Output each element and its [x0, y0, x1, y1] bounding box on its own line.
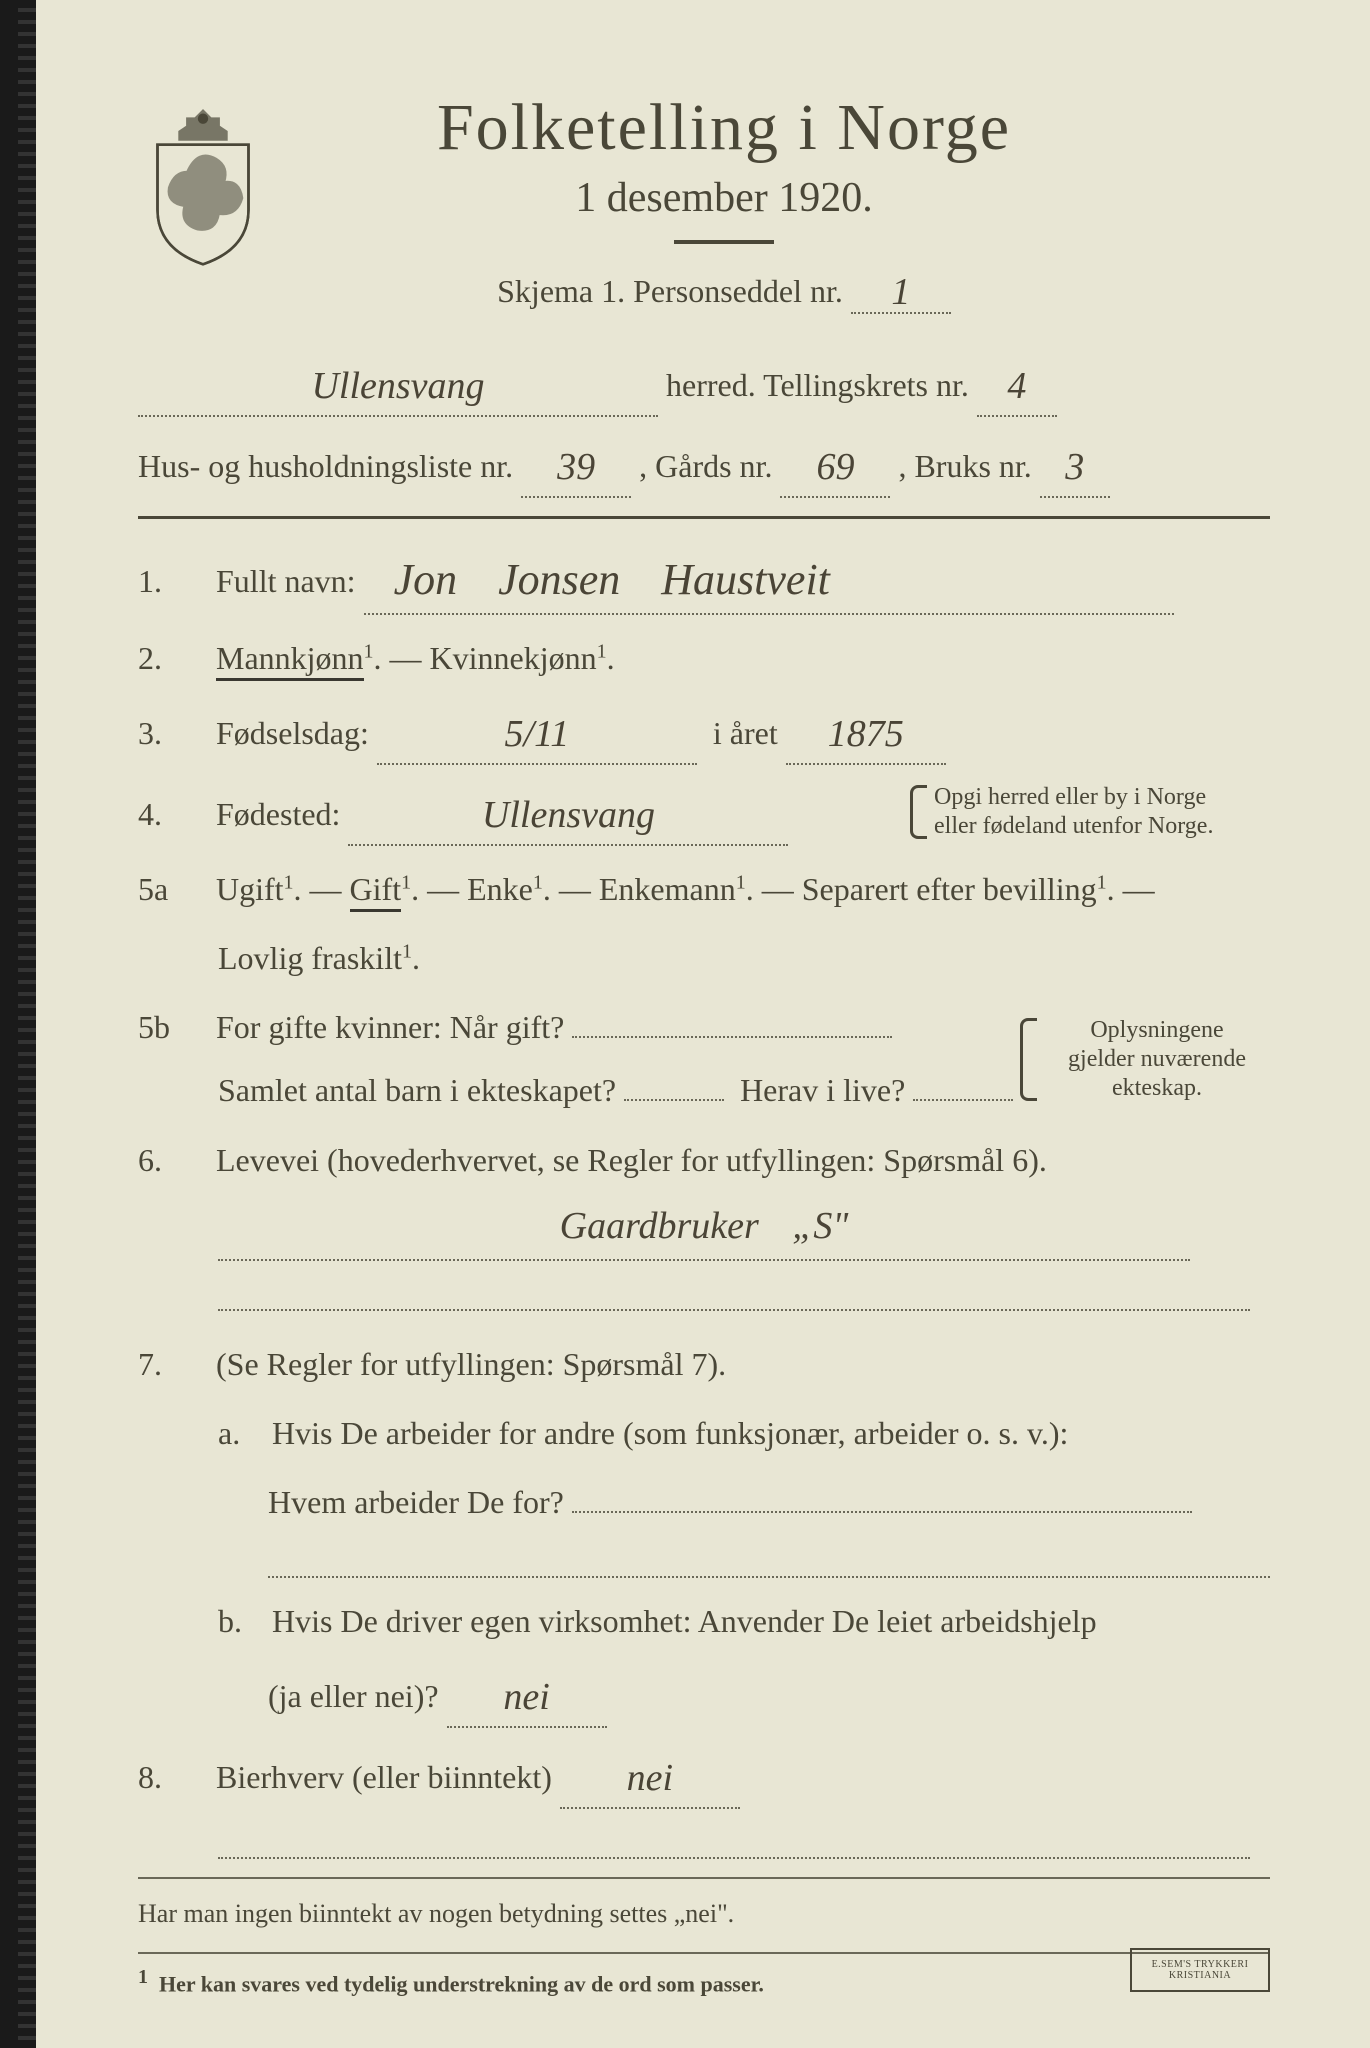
title-divider: [674, 240, 774, 244]
q7-label: (Se Regler for utfyllingen: Spørsmål 7).: [216, 1346, 726, 1382]
q1: 1. Fullt navn: Jon Jonsen Haustveit: [138, 543, 1270, 615]
q5a-gift: Gift: [350, 871, 402, 912]
schema-label: Skjema 1. Personseddel nr.: [497, 273, 843, 309]
q2: 2. Mannkjønn1. — Kvinnekjønn1.: [138, 633, 1270, 684]
q7-num: 7.: [138, 1339, 208, 1390]
q7b-l1: Hvis De driver egen virksomhet: Anvender…: [272, 1603, 1097, 1639]
q2-opt2: Kvinnekjønn: [430, 640, 597, 676]
q3-label: Fødselsdag:: [216, 715, 369, 751]
census-form-page: Folketelling i Norge 1 desember 1920. Sk…: [0, 0, 1370, 2048]
herred-value: Ullensvang: [311, 365, 484, 407]
hus-nr: 39: [557, 446, 595, 488]
bruks-nr: 3: [1065, 446, 1084, 488]
bruks-label: , Bruks nr.: [898, 448, 1031, 484]
q5b-num: 5b: [138, 1002, 208, 1053]
divider-thin: [138, 1877, 1270, 1879]
meta-line-2: Hus- og husholdningsliste nr. 39 , Gårds…: [138, 435, 1270, 498]
q4-note: Opgi herred eller by i Norge eller fødel…: [910, 783, 1270, 841]
main-title: Folketelling i Norge: [298, 90, 1150, 166]
q5a-separert: Separert efter bevilling: [802, 871, 1097, 907]
title-block: Folketelling i Norge 1 desember 1920. Sk…: [298, 90, 1270, 314]
q3-day: 5/11: [505, 713, 570, 755]
q3-mid: i året: [713, 715, 778, 751]
q5a-num: 5a: [138, 864, 208, 915]
q2-num: 2.: [138, 633, 208, 684]
printer-stamp: E.SEM'S TRYKKERI KRISTIANIA: [1130, 1948, 1270, 1992]
header: Folketelling i Norge 1 desember 1920. Sk…: [138, 90, 1270, 314]
q6-num: 6.: [138, 1135, 208, 1186]
q5a: 5a Ugift1. — Gift1. — Enke1. — Enkemann1…: [138, 864, 1270, 915]
hus-label: Hus- og husholdningsliste nr.: [138, 448, 513, 484]
tellingskrets-nr: 4: [1007, 365, 1026, 407]
q5b-l2a: Samlet antal barn i ekteskapet?: [218, 1072, 616, 1108]
footnote-2: 1 Her kan svares ved tydelig understrekn…: [138, 1966, 1270, 1997]
q8-label: Bierhverv (eller biinntekt): [216, 1759, 552, 1795]
coat-of-arms-icon: [138, 100, 268, 270]
footnote-1: Har man ingen biinntekt av nogen betydni…: [138, 1893, 1270, 1935]
q5a-tail: Lovlig fraskilt1.: [138, 933, 1270, 984]
q4-num: 4.: [138, 789, 208, 840]
q7b: b. Hvis De driver egen virksomhet: Anven…: [138, 1596, 1270, 1647]
q5a-ugift: Ugift: [216, 871, 284, 907]
q2-opt1: Mannkjønn: [216, 640, 364, 681]
q6-value: Gaardbruker „S": [560, 1205, 849, 1247]
q7a-num: a.: [218, 1408, 264, 1459]
q7a-l1: Hvis De arbeider for andre (som funksjon…: [272, 1415, 1068, 1451]
schema-nr: 1: [891, 271, 910, 313]
q8-value: nei: [627, 1757, 673, 1799]
divider-thin-2: [138, 1952, 1270, 1954]
schema-line: Skjema 1. Personseddel nr. 1: [298, 268, 1150, 314]
q6-label: Levevei (hovederhvervet, se Regler for u…: [216, 1142, 1047, 1178]
gards-nr: 69: [816, 446, 854, 488]
gards-label: , Gårds nr.: [639, 448, 772, 484]
q5b: 5b For gifte kvinner: Når gift? Samlet a…: [138, 1002, 1270, 1116]
q7: 7. (Se Regler for utfyllingen: Spørsmål …: [138, 1339, 1270, 1390]
q3: 3. Fødselsdag: 5/11 i året 1875: [138, 702, 1270, 765]
q7b-num: b.: [218, 1596, 264, 1647]
q3-year: 1875: [828, 713, 904, 755]
q4-value: Ullensvang: [482, 794, 655, 836]
q1-label: Fullt navn:: [216, 563, 356, 599]
q3-num: 3.: [138, 708, 208, 759]
q7b-value: nei: [503, 1676, 549, 1718]
sub-title: 1 desember 1920.: [298, 174, 1150, 222]
q7a-l2: Hvem arbeider De for?: [138, 1477, 1270, 1578]
q7a: a. Hvis De arbeider for andre (som funks…: [138, 1408, 1270, 1459]
q5b-l1: For gifte kvinner: Når gift?: [216, 1009, 564, 1045]
q8: 8. Bierhverv (eller biinntekt) nei: [138, 1746, 1270, 1859]
q6: 6. Levevei (hovederhvervet, se Regler fo…: [138, 1135, 1270, 1311]
q8-num: 8.: [138, 1752, 208, 1803]
q4-label: Fødested:: [216, 796, 340, 832]
q5a-enke: Enke: [467, 871, 533, 907]
q5b-l2b: Herav i live?: [740, 1072, 905, 1108]
herred-label: herred. Tellingskrets nr.: [666, 367, 969, 403]
q1-num: 1.: [138, 556, 208, 607]
divider-main: [138, 516, 1270, 519]
meta-line-1: Ullensvang herred. Tellingskrets nr. 4: [138, 354, 1270, 417]
q5a-enkemann: Enkemann: [599, 871, 736, 907]
q5b-note: Oplysningene gjelder nuværende ekteskap.: [1020, 1016, 1270, 1102]
q4: 4. Fødested: Ullensvang Opgi herred elle…: [138, 783, 1270, 846]
q1-value: Jon Jonsen Haustveit: [394, 555, 830, 604]
q7b-l2: (ja eller nei)? nei: [138, 1665, 1270, 1728]
